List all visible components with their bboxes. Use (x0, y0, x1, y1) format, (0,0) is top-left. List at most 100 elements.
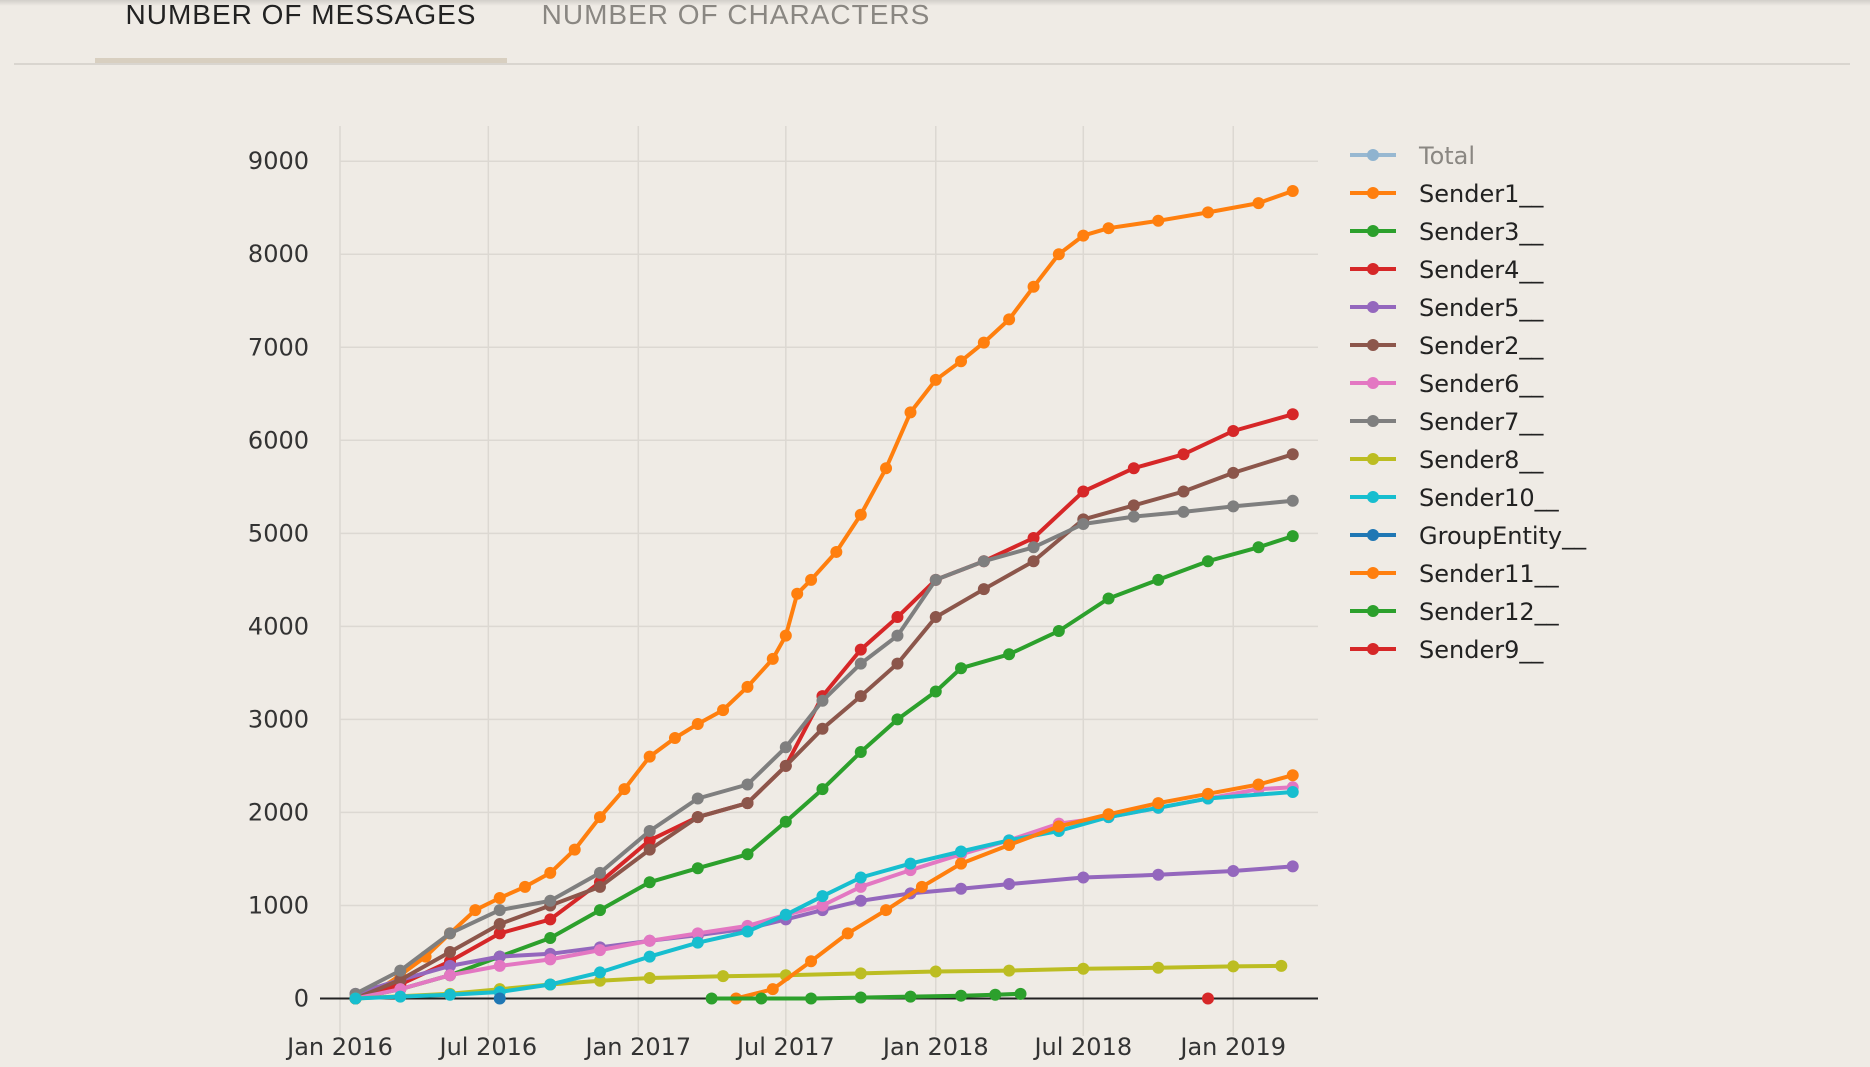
data-point (904, 857, 917, 870)
data-point (891, 629, 904, 642)
x-tick-label: Jul 2017 (735, 1033, 835, 1061)
data-point (1275, 959, 1288, 972)
data-point (394, 990, 407, 1003)
data-point (741, 848, 754, 861)
data-point (1286, 785, 1299, 798)
data-point (1227, 425, 1240, 437)
data-point (705, 992, 718, 1005)
data-point (668, 732, 681, 744)
data-point (568, 843, 581, 856)
data-point (854, 745, 867, 758)
data-point (805, 992, 818, 1005)
data-point (1003, 648, 1016, 661)
legend-item-label: Sender7__ (1419, 408, 1544, 436)
y-tick-label: 0 (294, 984, 309, 1012)
data-point (1003, 313, 1016, 326)
data-point (779, 629, 792, 642)
data-point (643, 972, 656, 985)
data-point (1286, 530, 1299, 543)
series-line-11 (735, 773, 1294, 1001)
data-point (915, 880, 928, 893)
data-point (691, 718, 704, 731)
data-point (904, 406, 917, 419)
data-point (830, 545, 843, 558)
data-point (691, 927, 704, 940)
data-point (816, 899, 829, 912)
top-shadow (0, 0, 1870, 6)
data-point (1003, 878, 1016, 891)
legend-swatch-marker (1367, 567, 1379, 579)
y-tick-label: 8000 (248, 240, 309, 268)
data-point (816, 722, 829, 735)
data-point (444, 969, 457, 982)
data-point (643, 876, 656, 889)
data-point (1177, 505, 1190, 518)
data-point (805, 955, 818, 968)
data-point (955, 882, 968, 895)
legend-swatch-marker (1367, 377, 1379, 389)
data-point (1286, 860, 1299, 873)
series-line-1 (354, 189, 1294, 1001)
legend-item-label: Sender11__ (1419, 560, 1560, 588)
data-point (891, 657, 904, 670)
data-point (394, 964, 407, 977)
data-point (741, 680, 754, 693)
data-point (1077, 962, 1090, 975)
legend-swatch-marker (1367, 605, 1379, 617)
data-point (493, 927, 506, 940)
series-line-9 (355, 790, 1293, 1001)
data-point (791, 587, 804, 600)
data-point (1286, 184, 1299, 197)
data-point (593, 974, 606, 987)
data-point (1027, 531, 1040, 544)
data-point (691, 862, 704, 875)
data-point (1027, 541, 1040, 554)
legend-swatch-marker (1367, 643, 1379, 655)
data-point (544, 913, 557, 926)
legend-swatch-marker (1367, 149, 1379, 161)
data-point (691, 811, 704, 824)
data-point (593, 944, 606, 957)
data-point (854, 643, 867, 656)
x-tick-label: Jan 2016 (285, 1033, 393, 1061)
y-tick-label: 2000 (248, 798, 309, 826)
data-point (1052, 820, 1065, 833)
data-point (1102, 592, 1115, 605)
data-point (1252, 541, 1265, 554)
data-point (977, 583, 990, 596)
data-point (1077, 229, 1090, 242)
data-point (766, 983, 779, 996)
data-point (1052, 248, 1065, 261)
legend-item-label: Total (1418, 142, 1475, 170)
data-point (691, 792, 704, 805)
data-point (816, 890, 829, 903)
legend-item-label: GroupEntity__ (1419, 522, 1587, 550)
data-point (955, 845, 968, 858)
data-point (691, 936, 704, 949)
data-point (854, 894, 867, 907)
data-point (741, 925, 754, 938)
tabs-divider (14, 63, 1850, 65)
data-point (741, 797, 754, 810)
data-point (1152, 797, 1165, 810)
legend-item-label: Sender5__ (1419, 294, 1544, 322)
data-point (1286, 494, 1299, 507)
data-point (1077, 871, 1090, 884)
data-point (544, 932, 557, 945)
data-point (989, 988, 1002, 1001)
legend-swatch-marker (1367, 187, 1379, 199)
y-tick-label: 3000 (248, 705, 309, 733)
data-point (643, 934, 656, 947)
data-point (1201, 787, 1214, 800)
data-point (904, 990, 917, 1003)
data-point (854, 690, 867, 703)
data-point (929, 373, 942, 386)
legend-swatch-marker (1367, 301, 1379, 313)
data-point (880, 462, 893, 475)
tab-number-of-messages[interactable]: NUMBER OF MESSAGES (125, 0, 477, 30)
y-tick-label: 7000 (248, 333, 309, 361)
data-point (1077, 485, 1090, 498)
data-point (891, 611, 904, 624)
tab-number-of-characters[interactable]: NUMBER OF CHARACTERS (541, 0, 931, 30)
series-line-2 (355, 534, 1294, 1001)
